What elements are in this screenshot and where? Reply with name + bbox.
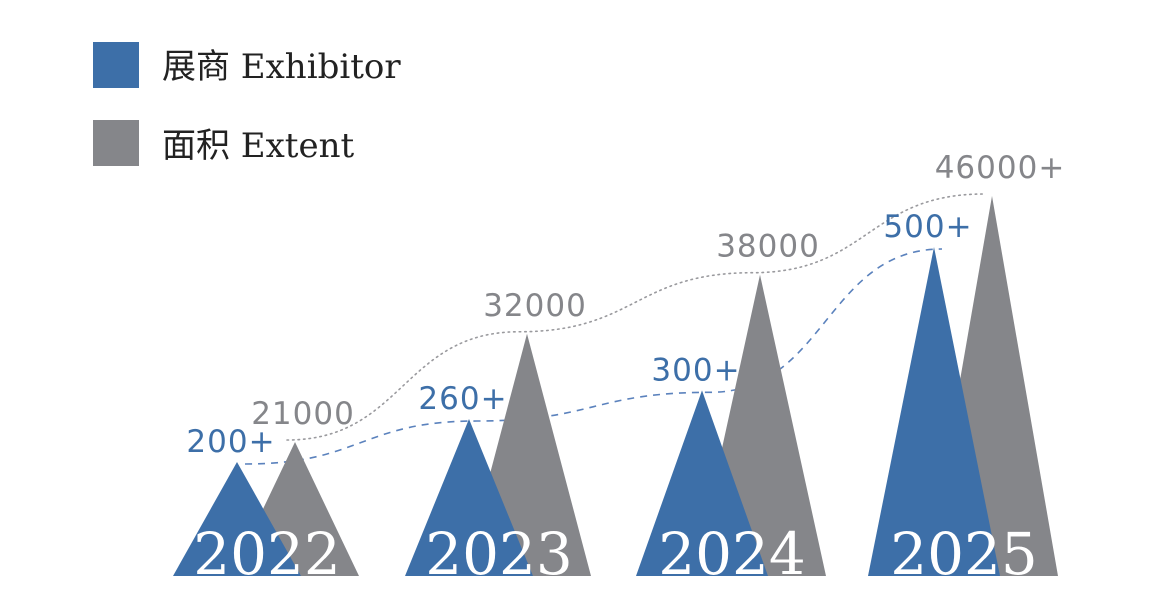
year-label-2024: 2024 <box>658 520 806 588</box>
legend: 展商 Exhibitor 面积 Extent <box>93 42 401 166</box>
exhibitor-mark-2022 <box>173 462 301 576</box>
legend-label-exhibitor: 展商 Exhibitor <box>162 47 401 87</box>
legend-swatch-extent <box>93 120 139 166</box>
chart-marks <box>173 196 1058 576</box>
exhibitor-mark-2025 <box>868 247 1000 576</box>
legend-label-extent: 面积 Extent <box>162 126 354 166</box>
exhibitor-value-label-2022: 200+ <box>186 424 275 460</box>
value-labels: 200+21000 260+ 32000 300+ 38000 500+ 46000+ <box>186 150 1066 460</box>
legend-item-extent: 面积 Extent <box>93 120 354 166</box>
extent-trend-line <box>286 193 985 441</box>
year-label-2023: 2023 <box>425 520 573 588</box>
exhibitor-value-label-2023: 260+ <box>418 381 507 417</box>
legend-item-exhibitor: 展商 Exhibitor <box>93 42 401 88</box>
legend-swatch-exhibitor <box>93 42 139 88</box>
year-label-2025: 2025 <box>890 520 1038 588</box>
extent-value-label-2023: 32000 <box>483 288 587 324</box>
exhibitor-value-label-2024: 300+ <box>651 352 740 388</box>
exhibitor-value-label-2025: 500+ <box>883 209 972 245</box>
exhibitor-mark-2023 <box>405 419 533 576</box>
extent-value-label-2024: 38000 <box>716 229 820 265</box>
exhibitor-trend-line <box>244 248 943 465</box>
extent-value-label-2025: 46000+ <box>935 150 1066 186</box>
extent-value-label-2022: 21000 <box>251 396 355 432</box>
year-label-2022: 2022 <box>193 520 341 588</box>
trend-lines <box>244 193 985 465</box>
category-labels: 2022 2023 2024 2025 <box>193 520 1038 588</box>
exhibitor-mark-2024 <box>636 390 768 576</box>
